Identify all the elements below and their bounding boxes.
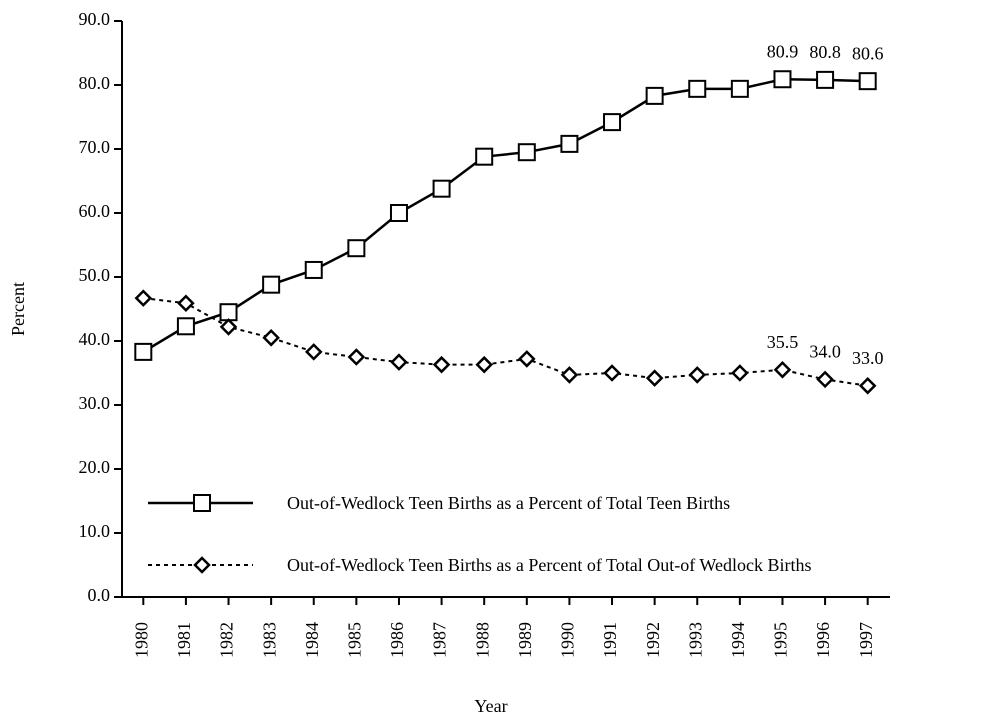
data-label: 34.0	[809, 342, 841, 362]
marker	[603, 364, 621, 382]
legend-label: Out-of-Wedlock Teen Births as a Percent …	[287, 493, 730, 513]
y-tick-label: 40.0	[79, 329, 111, 349]
y-tick-label: 30.0	[79, 393, 111, 413]
marker	[773, 361, 792, 379]
x-tick-label: 1981	[174, 622, 194, 658]
y-axis-title: Percent	[8, 282, 28, 336]
data-label: 80.6	[852, 43, 884, 63]
marker	[603, 113, 622, 132]
x-tick-label: 1988	[472, 622, 492, 658]
marker	[560, 134, 579, 153]
x-tick-label: 1985	[344, 622, 364, 658]
y-tick-label: 90.0	[79, 9, 111, 29]
marker	[475, 355, 493, 374]
marker	[518, 350, 536, 368]
y-tick-label: 80.0	[79, 73, 111, 93]
marker	[219, 318, 238, 336]
x-tick-label: 1993	[685, 622, 705, 658]
x-tick-label: 1982	[217, 622, 237, 658]
x-tick-label: 1983	[259, 622, 279, 658]
y-tick-label: 70.0	[79, 137, 111, 157]
marker	[262, 275, 281, 294]
marker	[219, 303, 238, 322]
data-label: 80.8	[809, 42, 841, 62]
marker	[858, 377, 877, 395]
x-tick-label: 1992	[643, 622, 663, 658]
x-tick-label: 1995	[771, 622, 791, 658]
legend-marker	[193, 556, 211, 574]
x-tick-label: 1989	[515, 622, 535, 658]
marker	[177, 294, 195, 313]
x-axis-title: Year	[474, 696, 507, 716]
legend-label: Out-of-Wedlock Teen Births as a Percent …	[287, 555, 811, 575]
marker	[816, 70, 835, 89]
marker	[304, 343, 323, 361]
data-label: 80.9	[767, 41, 799, 61]
marker	[517, 143, 536, 162]
marker	[730, 79, 749, 98]
marker	[858, 72, 877, 91]
marker	[347, 348, 366, 366]
marker	[645, 369, 664, 387]
marker	[134, 342, 153, 361]
marker	[389, 204, 408, 222]
x-tick-label: 1984	[302, 622, 322, 658]
y-tick-label: 60.0	[79, 201, 111, 221]
marker	[773, 70, 792, 89]
x-tick-label: 1990	[558, 622, 578, 658]
data-label: 35.5	[767, 332, 799, 352]
legend-marker	[193, 494, 211, 512]
x-tick-label: 1986	[387, 622, 407, 658]
y-tick-label: 20.0	[79, 457, 111, 477]
marker	[816, 370, 834, 389]
marker	[304, 260, 323, 279]
marker	[176, 317, 195, 336]
x-tick-label: 1997	[856, 622, 876, 658]
x-tick-label: 1980	[131, 622, 151, 658]
marker	[347, 239, 366, 258]
marker	[731, 364, 749, 382]
x-tick-label: 1987	[430, 622, 450, 658]
marker	[688, 366, 707, 384]
marker	[432, 179, 451, 198]
marker	[475, 147, 494, 166]
x-tick-label: 1996	[813, 622, 833, 658]
marker	[432, 355, 451, 374]
y-tick-label: 50.0	[79, 265, 111, 285]
x-tick-label: 1991	[600, 622, 620, 658]
marker	[390, 353, 408, 371]
marker	[134, 289, 153, 307]
marker	[688, 79, 707, 98]
series-line	[142, 77, 868, 353]
marker	[560, 366, 579, 384]
series-line	[143, 297, 868, 387]
x-tick-label: 1994	[728, 622, 748, 658]
marker	[645, 86, 664, 105]
y-tick-label: 0.0	[88, 585, 111, 605]
y-tick-label: 10.0	[79, 521, 111, 541]
marker	[262, 329, 280, 347]
data-label: 33.0	[852, 348, 884, 368]
